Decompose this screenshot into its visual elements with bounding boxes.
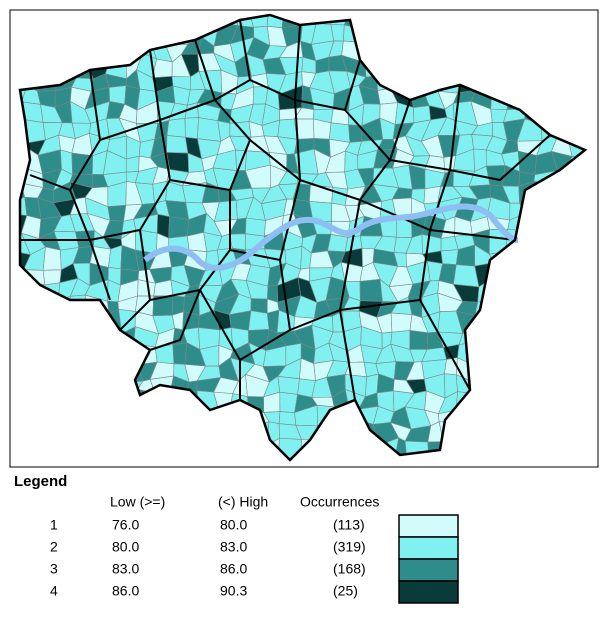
london-outline	[18, 13, 588, 462]
legend-class: 2	[50, 539, 58, 555]
legend-header: Low (>=)	[110, 494, 165, 510]
ward	[600, 277, 605, 302]
ward	[42, 246, 62, 271]
legend-low: 80.0	[112, 539, 139, 555]
ward	[600, 185, 605, 203]
ward	[277, 375, 300, 395]
legend-swatch	[398, 580, 459, 604]
ward	[601, 422, 605, 447]
legend-occurrences: (319)	[333, 539, 366, 555]
ward	[135, 229, 158, 254]
ward	[600, 295, 605, 317]
ward	[598, 237, 605, 254]
legend-occurrences: (25)	[333, 583, 358, 599]
legend-high: 83.0	[220, 539, 247, 555]
ward	[108, 85, 127, 105]
legend-high: 90.3	[220, 583, 247, 599]
ward	[601, 10, 605, 30]
legend-header: Occurrences	[300, 494, 379, 510]
legend-occurrences: (168)	[333, 561, 366, 577]
ward	[359, 278, 383, 302]
legend-low: 76.0	[112, 517, 139, 533]
ward	[409, 330, 429, 350]
ward	[601, 168, 605, 190]
ward	[125, 155, 140, 173]
ward	[313, 118, 332, 140]
ward	[599, 389, 605, 412]
ward	[152, 180, 168, 204]
legend-high: 80.0	[220, 517, 247, 533]
ward	[440, 249, 459, 266]
ward	[598, 219, 605, 238]
river	[143, 203, 519, 271]
ward	[107, 204, 127, 222]
ward	[599, 138, 605, 154]
ward	[245, 217, 266, 237]
legend-rows: 1 76.0 80.0 (113) 2 80.0 83.0 (319) 3 83.0 86.0 (16…	[50, 514, 459, 604]
ward	[248, 310, 270, 331]
legend-title: Legend	[14, 473, 67, 490]
legend-class: 1	[50, 517, 58, 533]
ward	[600, 202, 605, 223]
ward	[599, 408, 605, 427]
ward	[444, 357, 458, 376]
legend-low: 83.0	[112, 561, 139, 577]
legend-high: 86.0	[220, 561, 247, 577]
legend-low: 86.0	[112, 583, 139, 599]
ward	[278, 411, 297, 426]
ward	[599, 152, 605, 169]
ward	[327, 234, 349, 253]
ward	[168, 216, 190, 239]
borough-borders	[20, 19, 551, 401]
ward	[184, 117, 199, 140]
legend-header: (<) High	[218, 494, 268, 510]
ward	[166, 135, 189, 154]
ward	[197, 117, 222, 142]
legend-class: 4	[50, 583, 58, 599]
legend-swatch	[398, 514, 459, 538]
legend-swatch	[398, 536, 459, 560]
ward	[42, 269, 62, 286]
legend-class: 3	[50, 561, 58, 577]
ward	[390, 312, 413, 333]
legend-occurrences: (113)	[333, 517, 365, 533]
ward	[186, 232, 208, 252]
legend-swatch	[398, 558, 459, 582]
ward	[600, 124, 605, 142]
ward	[166, 117, 186, 138]
